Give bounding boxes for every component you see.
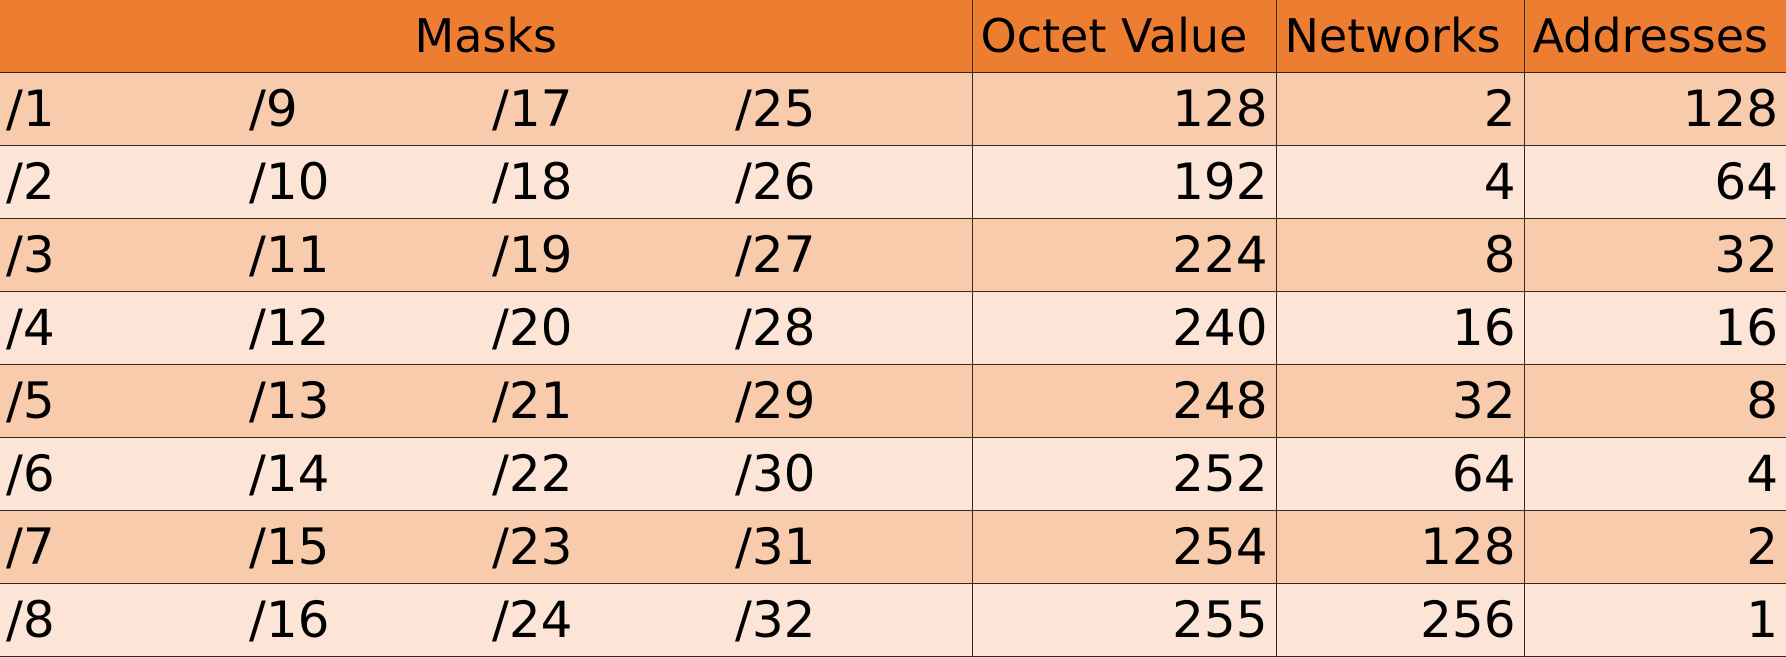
mask-cell: /9 bbox=[243, 72, 486, 146]
addresses-cell: 32 bbox=[1523, 218, 1786, 292]
networks-cell: 32 bbox=[1275, 364, 1525, 438]
header-row: Masks Octet Value Networks Addresses bbox=[0, 0, 1786, 73]
mask-cell: /16 bbox=[243, 583, 486, 657]
addresses-cell: 64 bbox=[1523, 145, 1786, 219]
mask-cell: /19 bbox=[486, 218, 729, 292]
mask-cell: /25 bbox=[729, 72, 973, 146]
addresses-cell: 8 bbox=[1523, 364, 1786, 438]
addresses-cell: 128 bbox=[1523, 72, 1786, 146]
networks-cell: 2 bbox=[1275, 72, 1525, 146]
mask-cell: /11 bbox=[243, 218, 486, 292]
table-row: /5 /13 /21 /29 248 32 8 bbox=[0, 364, 1786, 438]
networks-cell: 64 bbox=[1275, 437, 1525, 511]
octet-value-cell: 240 bbox=[971, 291, 1277, 365]
octet-value-cell: 128 bbox=[971, 72, 1277, 146]
addresses-cell: 16 bbox=[1523, 291, 1786, 365]
mask-cell: /8 bbox=[0, 583, 243, 657]
mask-cell: /26 bbox=[729, 145, 973, 219]
table-row: /7 /15 /23 /31 254 128 2 bbox=[0, 510, 1786, 584]
mask-cell: /6 bbox=[0, 437, 243, 511]
mask-cell: /15 bbox=[243, 510, 486, 584]
masks-header: Masks bbox=[0, 0, 973, 73]
mask-cell: /2 bbox=[0, 145, 243, 219]
mask-cell: /10 bbox=[243, 145, 486, 219]
mask-cell: /4 bbox=[0, 291, 243, 365]
addresses-cell: 2 bbox=[1523, 510, 1786, 584]
networks-cell: 128 bbox=[1275, 510, 1525, 584]
octet-value-cell: 255 bbox=[971, 583, 1277, 657]
mask-cell: /17 bbox=[486, 72, 729, 146]
networks-cell: 256 bbox=[1275, 583, 1525, 657]
networks-header: Networks bbox=[1275, 0, 1525, 73]
octet-value-cell: 248 bbox=[971, 364, 1277, 438]
mask-cell: /18 bbox=[486, 145, 729, 219]
mask-cell: /24 bbox=[486, 583, 729, 657]
octet-value-header: Octet Value bbox=[971, 0, 1277, 73]
networks-cell: 4 bbox=[1275, 145, 1525, 219]
mask-cell: /20 bbox=[486, 291, 729, 365]
table-row: /6 /14 /22 /30 252 64 4 bbox=[0, 437, 1786, 511]
mask-cell: /23 bbox=[486, 510, 729, 584]
mask-cell: /27 bbox=[729, 218, 973, 292]
addresses-header: Addresses bbox=[1523, 0, 1786, 73]
mask-cell: /13 bbox=[243, 364, 486, 438]
octet-value-cell: 224 bbox=[971, 218, 1277, 292]
mask-cell: /22 bbox=[486, 437, 729, 511]
mask-cell: /7 bbox=[0, 510, 243, 584]
octet-value-cell: 252 bbox=[971, 437, 1277, 511]
table-row: /2 /10 /18 /26 192 4 64 bbox=[0, 145, 1786, 219]
mask-cell: /31 bbox=[729, 510, 973, 584]
octet-value-cell: 254 bbox=[971, 510, 1277, 584]
mask-cell: /21 bbox=[486, 364, 729, 438]
table-row: /3 /11 /19 /27 224 8 32 bbox=[0, 218, 1786, 292]
mask-cell: /29 bbox=[729, 364, 973, 438]
mask-cell: /1 bbox=[0, 72, 243, 146]
networks-cell: 16 bbox=[1275, 291, 1525, 365]
mask-cell: /12 bbox=[243, 291, 486, 365]
octet-value-cell: 192 bbox=[971, 145, 1277, 219]
mask-cell: /5 bbox=[0, 364, 243, 438]
addresses-cell: 4 bbox=[1523, 437, 1786, 511]
networks-cell: 8 bbox=[1275, 218, 1525, 292]
mask-cell: /14 bbox=[243, 437, 486, 511]
table-row: /4 /12 /20 /28 240 16 16 bbox=[0, 291, 1786, 365]
addresses-cell: 1 bbox=[1523, 583, 1786, 657]
mask-cell: /28 bbox=[729, 291, 973, 365]
mask-cell: /3 bbox=[0, 218, 243, 292]
mask-cell: /30 bbox=[729, 437, 973, 511]
mask-cell: /32 bbox=[729, 583, 973, 657]
table-row: /1 /9 /17 /25 128 2 128 bbox=[0, 72, 1786, 146]
table-row: /8 /16 /24 /32 255 256 1 bbox=[0, 583, 1786, 657]
